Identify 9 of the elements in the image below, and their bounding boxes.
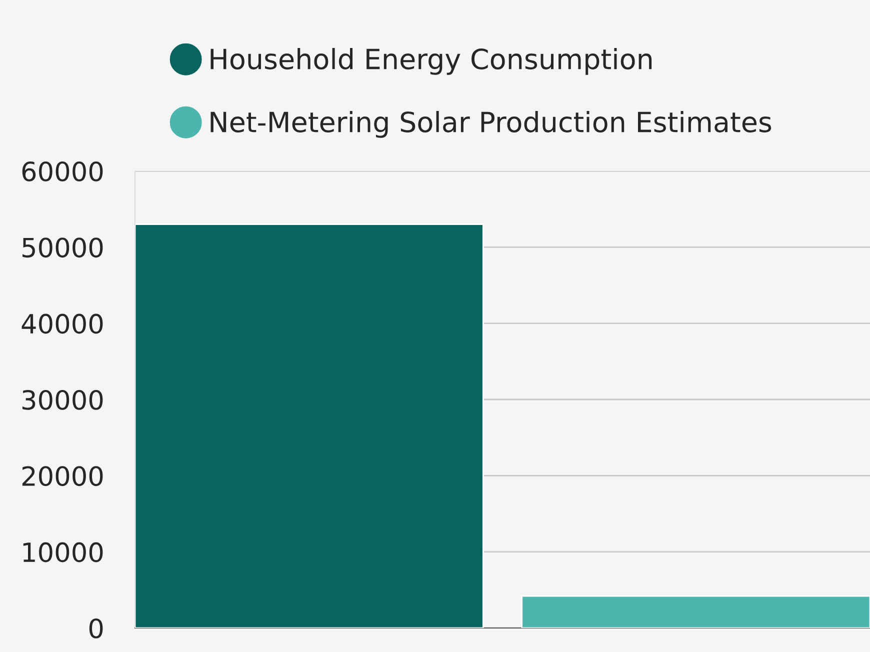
y-tick-label: 30000 [22,390,103,410]
y-tick-label: 40000 [22,314,103,334]
y-tick-label: 50000 [22,238,103,258]
y-tick-label: 10000 [23,542,103,562]
legend-label: Net-Metering Solar Production Estimates [210,110,772,138]
legend-label: Household Energy Consumption [210,48,652,75]
y-tick-label: 60000 [22,161,103,182]
y-tick-label: 0 [89,618,103,638]
y-tick-label: 20000 [22,466,103,486]
